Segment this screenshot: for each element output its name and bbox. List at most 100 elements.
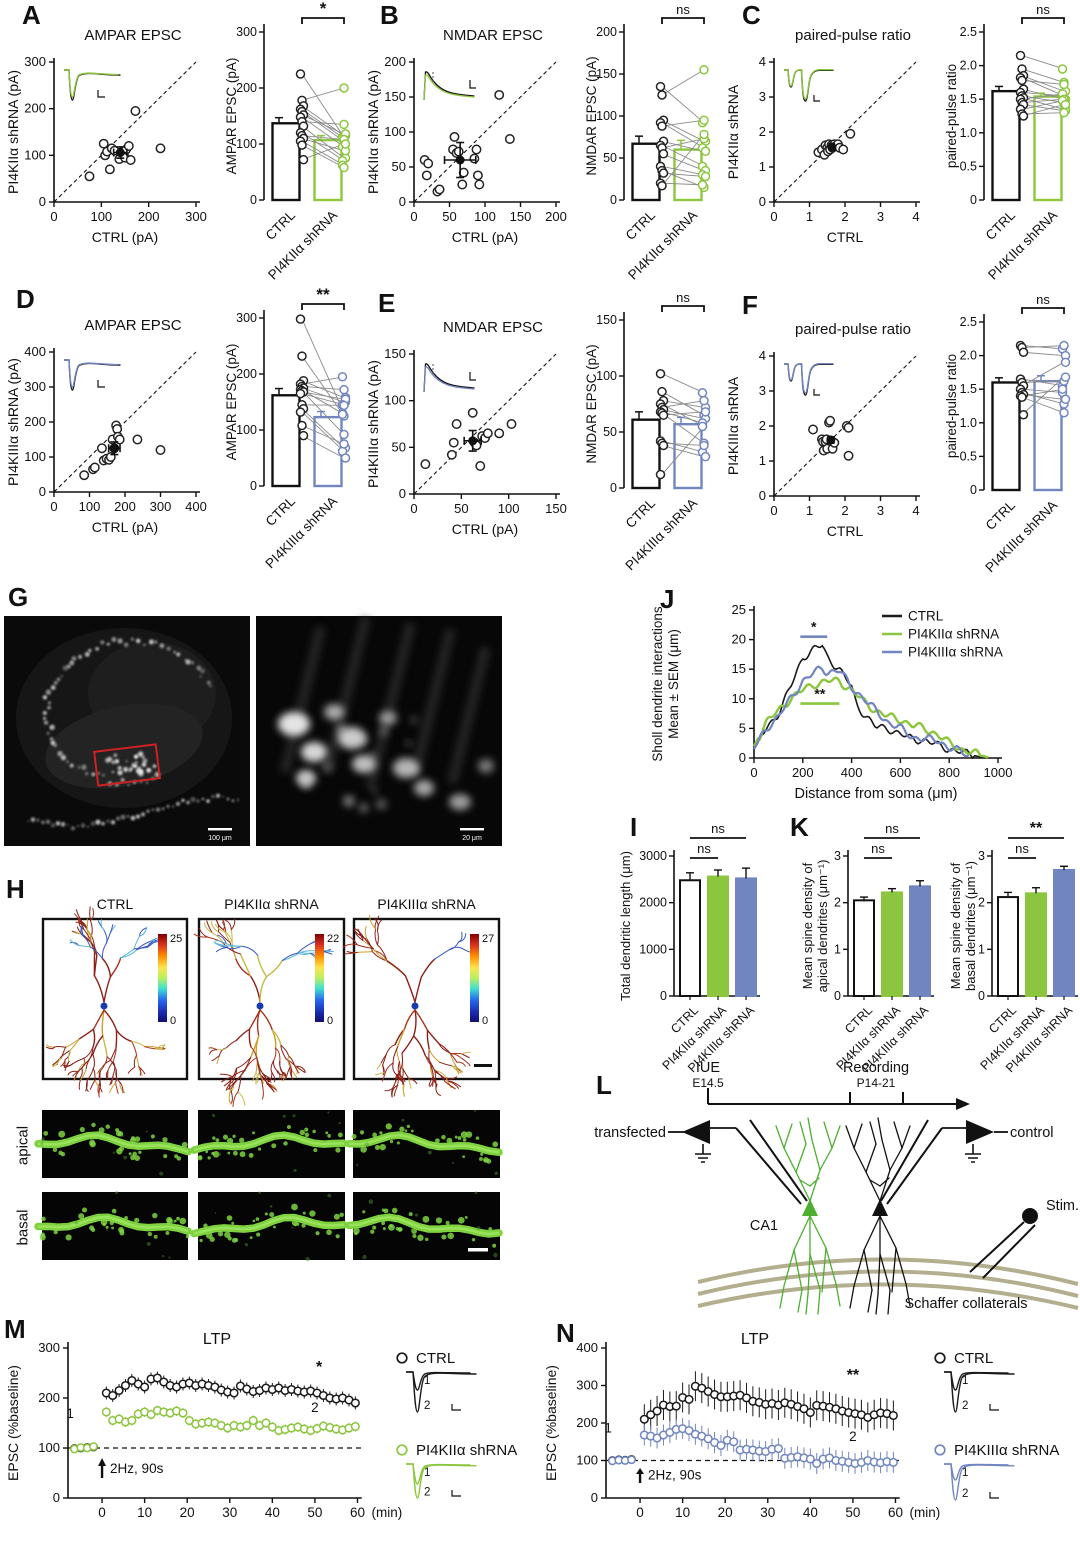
svg-text:CTRL: CTRL — [623, 495, 659, 531]
svg-text:CTRL: CTRL — [263, 493, 299, 529]
svg-text:0: 0 — [978, 989, 985, 1003]
svg-text:CTRL: CTRL — [908, 609, 944, 624]
svg-text:CTRL (pA): CTRL (pA) — [452, 229, 518, 245]
svg-text:1000: 1000 — [984, 765, 1013, 780]
svg-text:ns: ns — [697, 841, 711, 856]
svg-text:2.0: 2.0 — [960, 349, 977, 363]
svg-text:0: 0 — [759, 194, 766, 209]
svg-text:3: 3 — [877, 503, 884, 518]
svg-text:1.5: 1.5 — [960, 382, 977, 396]
svg-text:0.5: 0.5 — [960, 159, 977, 173]
svg-text:40: 40 — [803, 1505, 818, 1520]
panel-h-apical-dendrite-2 — [190, 1110, 348, 1178]
svg-text:CTRL (pA): CTRL (pA) — [92, 519, 158, 535]
svg-text:0: 0 — [834, 989, 841, 1003]
svg-text:150: 150 — [596, 67, 617, 81]
svg-text:Stim.: Stim. — [1046, 1198, 1079, 1214]
svg-text:PI4KIIα shRNA (pA): PI4KIIα shRNA (pA) — [5, 70, 21, 194]
svg-text:0: 0 — [50, 499, 57, 514]
svg-text:0.5: 0.5 — [960, 449, 977, 463]
svg-text:2: 2 — [311, 1400, 319, 1415]
svg-text:60: 60 — [350, 1505, 365, 1520]
svg-text:2: 2 — [978, 896, 985, 910]
svg-text:200: 200 — [138, 209, 160, 224]
svg-text:1: 1 — [978, 942, 985, 956]
svg-text:50: 50 — [603, 425, 617, 439]
panel-l-label: L — [596, 1070, 612, 1100]
panel-h-tracing-pi4kiii: 27 0 — [342, 915, 501, 1098]
svg-text:0: 0 — [50, 209, 57, 224]
svg-text:22: 22 — [327, 933, 339, 945]
svg-text:100: 100 — [596, 109, 617, 123]
svg-text:(min): (min) — [371, 1505, 402, 1520]
svg-text:IUE: IUE — [696, 1060, 721, 1076]
svg-text:200: 200 — [545, 209, 567, 224]
svg-text:200: 200 — [236, 367, 257, 381]
svg-text:PI4KIIα shRNA: PI4KIIα shRNA — [908, 627, 999, 642]
svg-text:transfected: transfected — [594, 1125, 666, 1141]
svg-text:1: 1 — [759, 159, 766, 174]
panel-h-title-ctrl: CTRL — [96, 896, 134, 912]
svg-text:2.0: 2.0 — [960, 59, 977, 73]
svg-text:4: 4 — [759, 54, 766, 69]
svg-text:100: 100 — [236, 423, 257, 437]
svg-text:0: 0 — [482, 1015, 488, 1027]
svg-text:1: 1 — [834, 942, 841, 956]
panel-h-label: H — [6, 874, 25, 904]
svg-text:PI4KIIIα shRNA: PI4KIIIα shRNA — [954, 1442, 1059, 1459]
panel-k-apical-bar-chart: 0 1 2 3 Mean spine density of apical dendrite… — [800, 821, 934, 1075]
svg-text:NMDAR EPSC: NMDAR EPSC — [443, 27, 543, 44]
panel-i-label: I — [630, 812, 638, 842]
svg-text:PI4KIIα shRNA (pA): PI4KIIα shRNA (pA) — [365, 70, 381, 194]
svg-text:ns: ns — [1036, 2, 1050, 17]
svg-text:4: 4 — [912, 209, 919, 224]
svg-text:1: 1 — [604, 1420, 612, 1435]
svg-text:CTRL: CTRL — [827, 229, 864, 245]
svg-text:300: 300 — [38, 1340, 60, 1355]
svg-text:0: 0 — [410, 501, 417, 516]
svg-text:150: 150 — [545, 501, 567, 516]
svg-text:1: 1 — [66, 1406, 74, 1421]
svg-text:150: 150 — [384, 89, 406, 104]
svg-text:10: 10 — [732, 691, 746, 706]
svg-text:paired-pulse ratio: paired-pulse ratio — [795, 27, 911, 44]
svg-text:2: 2 — [424, 1486, 430, 1498]
svg-text:100: 100 — [474, 209, 496, 224]
svg-text:CTRL: CTRL — [263, 207, 299, 243]
svg-text:Distance from soma (μm): Distance from soma (μm) — [794, 786, 957, 802]
svg-text:1.5: 1.5 — [960, 92, 977, 106]
svg-text:100: 100 — [236, 137, 257, 151]
svg-text:CTRL (pA): CTRL (pA) — [92, 229, 158, 245]
panel-c-scatter-chart: paired-pulse ratio 00 1 1 2 2 3 3 4 4 CTRL PI4KIIα … — [725, 27, 920, 245]
svg-text:2: 2 — [759, 418, 766, 433]
svg-text:100: 100 — [596, 369, 617, 383]
svg-text:60: 60 — [888, 1505, 903, 1520]
svg-text:PI4KIIIα shRNA (pA): PI4KIIIα shRNA (pA) — [5, 358, 21, 486]
panel-k-label: K — [790, 812, 809, 842]
svg-text:200: 200 — [384, 54, 406, 69]
panel-a-label: A — [22, 0, 41, 30]
svg-text:150: 150 — [510, 209, 532, 224]
svg-text:AMPAR EPSC: AMPAR EPSC — [84, 317, 181, 334]
svg-text:paired-pulse ratio: paired-pulse ratio — [795, 321, 911, 338]
svg-text:2: 2 — [962, 1400, 968, 1412]
svg-text:20: 20 — [180, 1505, 195, 1520]
panel-h-title-pi4kiii: PI4KIIIα shRNA — [377, 896, 476, 912]
svg-text:1: 1 — [962, 1375, 968, 1387]
panel-h-basal-dendrite-2 — [190, 1191, 348, 1262]
svg-text:150: 150 — [596, 313, 617, 327]
svg-text:30: 30 — [760, 1505, 775, 1520]
svg-text:300: 300 — [236, 25, 257, 39]
svg-text:1: 1 — [806, 209, 813, 224]
svg-text:600: 600 — [890, 765, 912, 780]
svg-text:50: 50 — [392, 159, 406, 174]
svg-text:0: 0 — [399, 194, 406, 209]
svg-text:2: 2 — [841, 503, 848, 518]
panel-m-label: M — [4, 1314, 26, 1344]
svg-text:CTRL: CTRL — [623, 207, 659, 243]
panel-h-basal-dendrite-1 — [34, 1191, 192, 1260]
panel-j-label: J — [660, 584, 675, 614]
svg-text:paired-pulse ratio: paired-pulse ratio — [944, 64, 959, 168]
panel-d-label: D — [16, 284, 35, 314]
svg-text:paired-pulse ratio: paired-pulse ratio — [944, 354, 959, 458]
